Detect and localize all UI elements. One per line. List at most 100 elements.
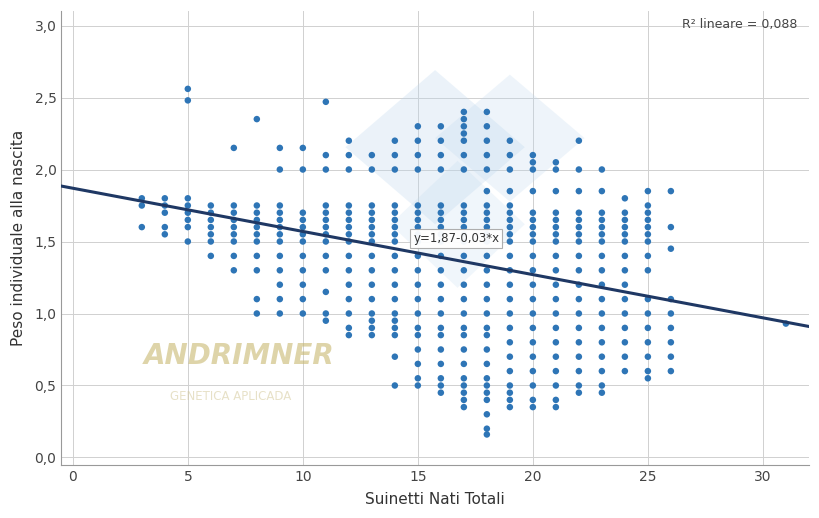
Point: [296, 209, 309, 217]
Point: [480, 209, 493, 217]
Point: [572, 252, 585, 260]
Point: [549, 281, 562, 289]
Point: [618, 309, 631, 318]
Point: [480, 252, 493, 260]
Point: [273, 266, 286, 275]
Point: [319, 316, 332, 325]
Point: [411, 324, 424, 332]
Point: [480, 223, 493, 231]
Point: [572, 309, 585, 318]
Point: [618, 209, 631, 217]
Point: [388, 237, 401, 246]
Point: [411, 346, 424, 354]
Point: [434, 309, 447, 318]
Point: [595, 266, 608, 275]
Point: [250, 237, 263, 246]
Point: [434, 381, 447, 390]
Point: [503, 338, 516, 347]
Point: [388, 353, 401, 361]
Point: [250, 252, 263, 260]
Point: [181, 223, 194, 231]
Point: [480, 396, 493, 404]
Point: [411, 237, 424, 246]
Point: [411, 309, 424, 318]
Point: [364, 316, 378, 325]
Point: [618, 324, 631, 332]
Point: [411, 381, 424, 390]
Point: [640, 374, 654, 382]
Point: [526, 209, 539, 217]
Point: [388, 209, 401, 217]
Point: [204, 209, 217, 217]
Point: [388, 309, 401, 318]
Point: [388, 252, 401, 260]
Point: [364, 165, 378, 174]
Point: [503, 151, 516, 159]
Point: [595, 338, 608, 347]
Point: [549, 353, 562, 361]
Point: [411, 216, 424, 224]
Point: [457, 309, 470, 318]
Point: [595, 295, 608, 303]
Point: [572, 266, 585, 275]
Polygon shape: [345, 70, 524, 224]
Point: [457, 151, 470, 159]
Point: [457, 266, 470, 275]
Point: [227, 252, 240, 260]
Point: [181, 209, 194, 217]
Point: [457, 108, 470, 116]
Point: [388, 223, 401, 231]
Point: [434, 281, 447, 289]
Point: [526, 367, 539, 375]
Point: [503, 187, 516, 195]
Point: [595, 165, 608, 174]
Point: [434, 324, 447, 332]
Point: [204, 237, 217, 246]
Polygon shape: [390, 161, 524, 288]
Point: [595, 353, 608, 361]
Point: [503, 216, 516, 224]
Point: [503, 403, 516, 411]
Point: [319, 288, 332, 296]
Point: [503, 202, 516, 210]
Point: [342, 252, 355, 260]
Point: [342, 237, 355, 246]
Point: [572, 338, 585, 347]
Point: [503, 381, 516, 390]
Point: [480, 266, 493, 275]
Point: [503, 137, 516, 145]
Point: [595, 324, 608, 332]
Point: [273, 202, 286, 210]
Point: [526, 151, 539, 159]
Point: [480, 381, 493, 390]
Point: [480, 216, 493, 224]
Point: [319, 209, 332, 217]
Point: [480, 309, 493, 318]
Point: [342, 209, 355, 217]
Point: [319, 237, 332, 246]
Point: [618, 194, 631, 203]
Point: [457, 237, 470, 246]
Point: [503, 324, 516, 332]
Point: [388, 266, 401, 275]
Point: [457, 122, 470, 131]
Point: [250, 209, 263, 217]
Point: [549, 216, 562, 224]
Point: [640, 266, 654, 275]
Point: [434, 151, 447, 159]
Point: [640, 209, 654, 217]
Point: [411, 209, 424, 217]
Point: [135, 202, 148, 210]
Point: [250, 115, 263, 123]
Point: [526, 324, 539, 332]
Point: [434, 252, 447, 260]
Point: [296, 223, 309, 231]
Point: [364, 281, 378, 289]
Point: [457, 396, 470, 404]
Point: [480, 122, 493, 131]
Point: [204, 230, 217, 238]
Point: [503, 295, 516, 303]
Point: [411, 230, 424, 238]
Point: [663, 309, 676, 318]
Point: [640, 295, 654, 303]
